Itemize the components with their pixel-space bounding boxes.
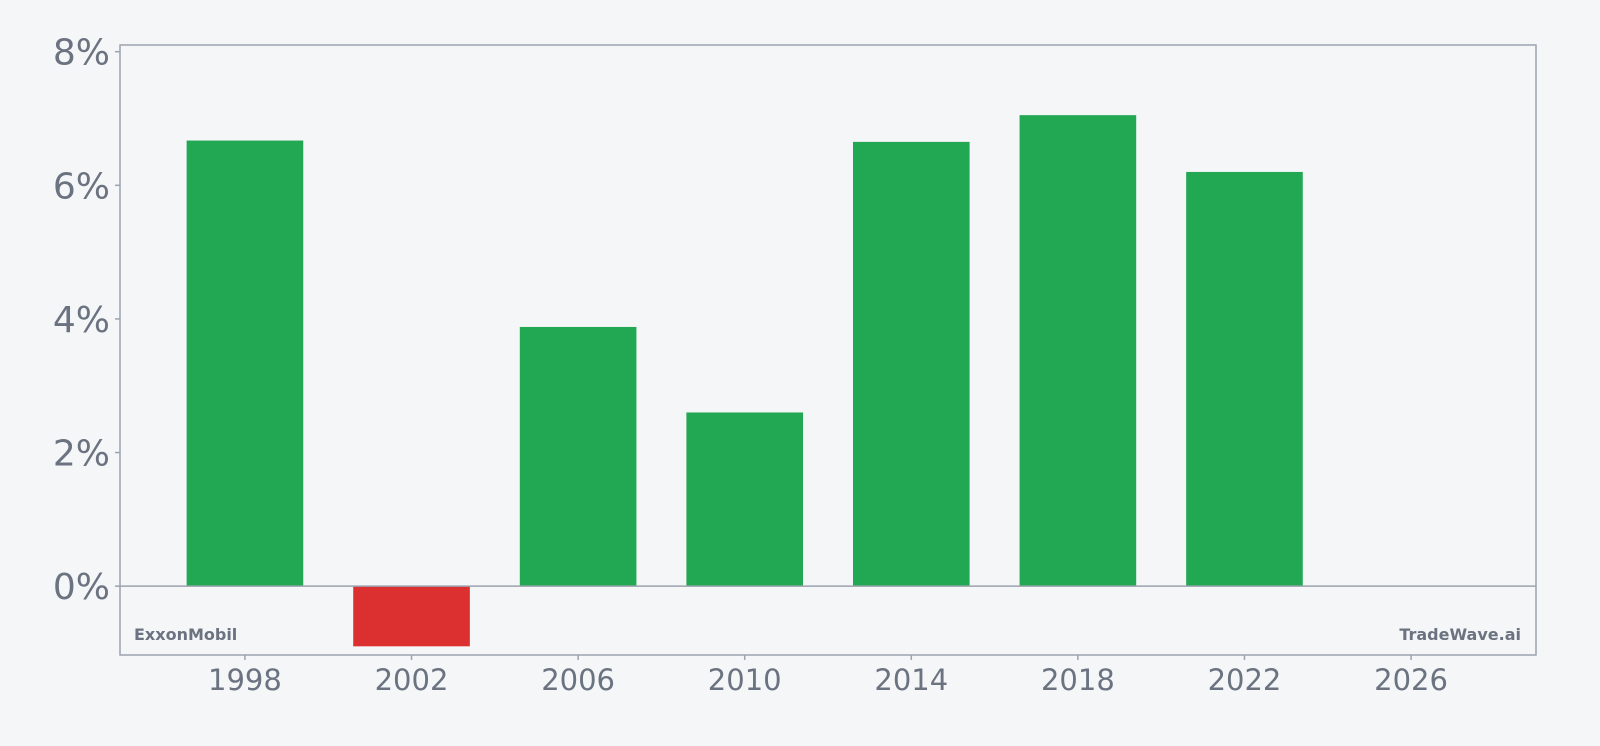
y-tick-label: 0%	[53, 567, 110, 608]
x-tick-label: 2014	[874, 663, 948, 697]
x-axis: 1998 2002 2006 2010 2014 2018 2022 2026	[208, 655, 1448, 697]
y-tick-label: 6%	[53, 166, 110, 207]
x-tick-label: 2022	[1208, 663, 1282, 697]
x-tick-label: 2002	[375, 663, 449, 697]
x-tick-label: 2026	[1374, 663, 1448, 697]
bars-group	[186, 115, 1303, 647]
x-tick-label: 1998	[208, 663, 282, 697]
bar-2002	[353, 586, 470, 647]
bar-1998	[186, 140, 304, 587]
bar-2006	[519, 326, 637, 587]
x-tick-label: 2018	[1041, 663, 1115, 697]
y-tick-label: 8%	[53, 33, 110, 74]
bar-2014	[852, 141, 970, 587]
bar-2010	[686, 412, 804, 587]
x-tick-label: 2006	[541, 663, 615, 697]
watermark-left: ExxonMobil	[134, 625, 237, 644]
y-tick-label: 4%	[53, 300, 110, 341]
y-tick-label: 2%	[53, 434, 110, 475]
watermark-right: TradeWave.ai	[1399, 625, 1521, 644]
y-axis: 0% 2% 4% 6% 8%	[53, 33, 120, 608]
bar-2022	[1186, 171, 1303, 587]
x-tick-label: 2010	[708, 663, 782, 697]
plot-frame	[119, 44, 1537, 656]
bar-2018	[1019, 115, 1137, 587]
